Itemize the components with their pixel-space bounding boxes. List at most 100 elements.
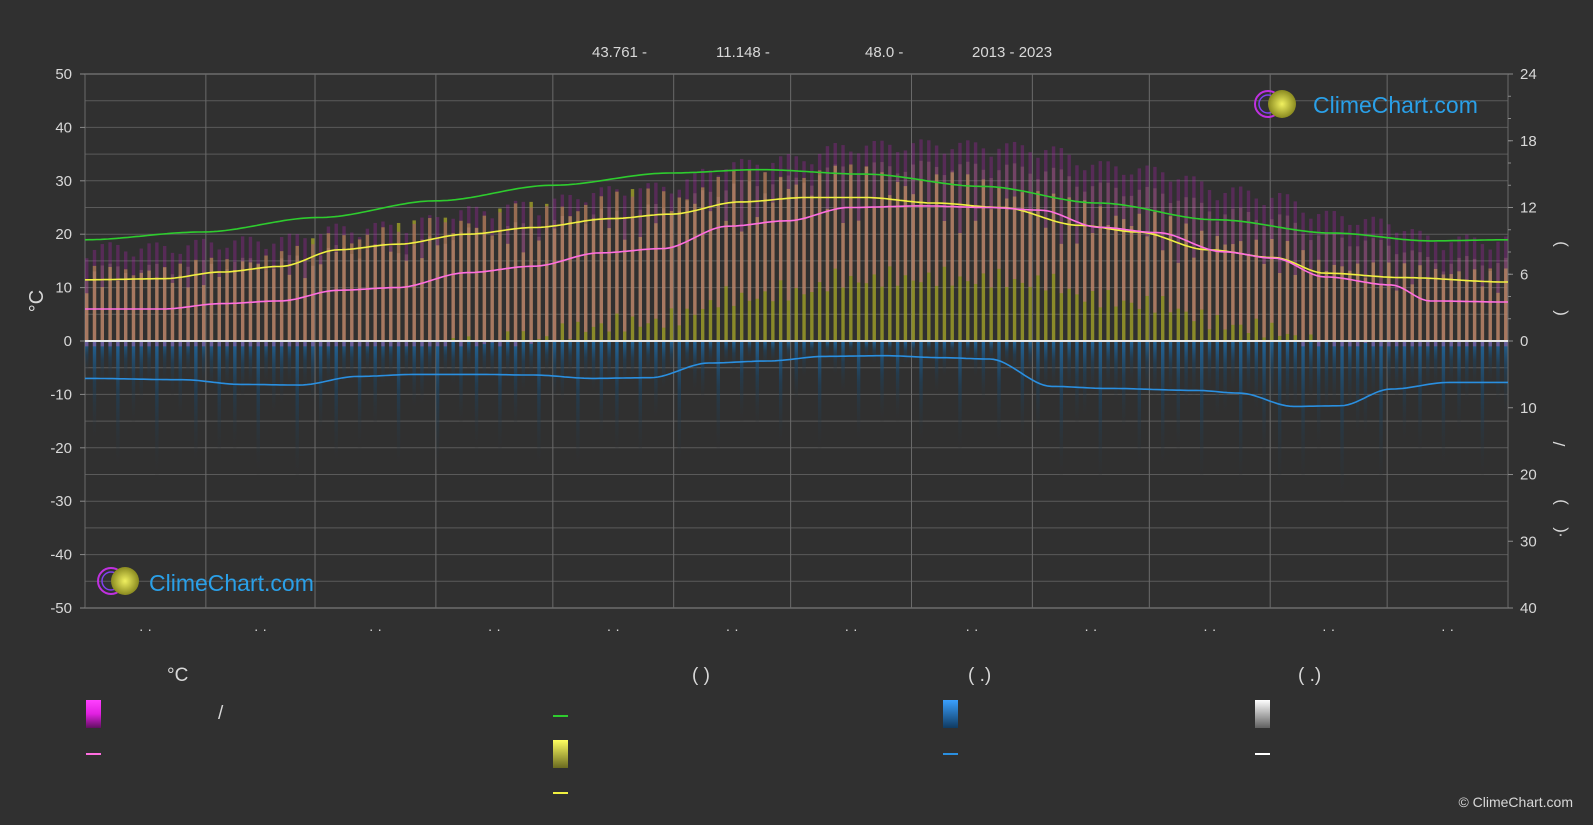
temp-max-bar bbox=[1200, 181, 1204, 203]
temp-max-bar bbox=[724, 169, 728, 191]
temp-max-bar bbox=[1176, 179, 1181, 201]
temp-max-bar bbox=[841, 145, 845, 167]
temp-range-bar bbox=[490, 239, 494, 343]
temp-max-bar bbox=[973, 142, 978, 164]
sunshine-bar bbox=[778, 176, 783, 341]
rain-bar bbox=[739, 341, 744, 422]
temp-range-bar bbox=[147, 264, 151, 347]
rain-bar bbox=[513, 341, 518, 431]
temp-max-bar bbox=[1418, 230, 1422, 253]
temp-range-bar bbox=[1067, 176, 1071, 289]
sunshine-bar bbox=[591, 218, 596, 341]
legend-rain-header: ( .) bbox=[968, 665, 992, 686]
sunshine-bar bbox=[85, 293, 89, 341]
temp-range-bar bbox=[513, 222, 518, 347]
sunshine-bar bbox=[443, 217, 448, 341]
rain-bar bbox=[1215, 341, 1220, 419]
temp-max-bar bbox=[318, 234, 323, 256]
sunshine-bar bbox=[194, 259, 198, 341]
rain-bar bbox=[295, 341, 299, 481]
rain-bar bbox=[1355, 341, 1360, 437]
temp-max-bar bbox=[186, 245, 190, 267]
rain-bar bbox=[1137, 341, 1142, 468]
temp-range-bar bbox=[521, 223, 526, 332]
snow-swatch bbox=[1255, 700, 1270, 728]
temp-max-bar bbox=[139, 248, 143, 270]
rain-bar bbox=[108, 341, 112, 383]
sunshine-bar bbox=[1246, 253, 1251, 341]
temp-max-bar bbox=[708, 170, 713, 192]
temp-max-bar bbox=[1184, 175, 1188, 198]
temp-max-bar bbox=[396, 231, 401, 254]
temp-range-bar bbox=[724, 190, 728, 287]
left-tick-label: 10 bbox=[55, 280, 72, 297]
sunshine-bar bbox=[1207, 251, 1212, 341]
sunshine-bar bbox=[1059, 243, 1064, 341]
rain-bar bbox=[607, 341, 611, 384]
temp-max-bar bbox=[1098, 161, 1103, 183]
temp-range-bar bbox=[903, 171, 908, 276]
temp-range-swatch bbox=[86, 700, 101, 728]
sunshine-bar bbox=[802, 177, 806, 341]
sunshine-bar bbox=[747, 170, 752, 341]
temp-range-bar bbox=[1394, 254, 1399, 347]
temp-range-bar bbox=[1402, 252, 1407, 347]
temp-range-bar bbox=[1161, 193, 1165, 297]
rain-bar bbox=[872, 341, 876, 364]
temp-range-bar bbox=[1168, 202, 1173, 313]
temp-max-bar bbox=[950, 149, 954, 171]
rain-bar bbox=[381, 341, 385, 386]
rain-bar bbox=[1153, 341, 1157, 398]
temp-range-bar bbox=[1379, 239, 1383, 347]
sunshine-bar bbox=[334, 252, 338, 341]
right-axis-label-glyph: ) bbox=[1550, 499, 1569, 505]
sunshine-bar bbox=[498, 208, 502, 341]
rain-bar bbox=[950, 341, 954, 358]
temp-range-bar bbox=[1090, 186, 1095, 292]
sunshine-bar bbox=[895, 181, 900, 341]
rain-bar bbox=[318, 341, 323, 436]
rain-bar bbox=[552, 341, 557, 401]
temp-range-bar bbox=[272, 265, 276, 347]
temp-max-bar bbox=[108, 242, 112, 264]
rain-bar bbox=[888, 341, 892, 358]
sunshine-swatch bbox=[553, 740, 568, 768]
temp-range-bar bbox=[888, 166, 892, 267]
sunshine-bar bbox=[732, 170, 736, 341]
sunshine-bar bbox=[1394, 290, 1399, 341]
years-label: 2013 - 2023 bbox=[972, 44, 1053, 61]
sunshine-bar bbox=[1012, 196, 1017, 341]
left-tick-label: 20 bbox=[55, 226, 72, 243]
sunshine-bar bbox=[1122, 219, 1126, 341]
sunshine-bar bbox=[521, 252, 526, 341]
sunshine-bar bbox=[123, 269, 128, 341]
rain-bar bbox=[895, 341, 900, 422]
rain-bar bbox=[256, 341, 260, 475]
temp-max-bar bbox=[467, 206, 471, 228]
sunshine-bar bbox=[888, 195, 892, 341]
temp-max-bar bbox=[435, 217, 440, 239]
temp-range-bar bbox=[264, 270, 268, 347]
temp-range-bar bbox=[880, 162, 884, 287]
sunshine-bar bbox=[217, 276, 221, 341]
rain-bar bbox=[630, 341, 635, 384]
temp-max-bar bbox=[771, 162, 775, 185]
sunshine-bar bbox=[1433, 268, 1438, 341]
sunshine-bar bbox=[100, 287, 104, 341]
rain-bar bbox=[825, 341, 830, 358]
sunshine-bar bbox=[1106, 225, 1110, 341]
temp-range-bar bbox=[256, 262, 260, 347]
temp-max-bar bbox=[1036, 157, 1040, 180]
temp-max-bar bbox=[1309, 218, 1313, 241]
temp-range-bar bbox=[669, 214, 674, 309]
temp-range-bar bbox=[654, 203, 658, 319]
rain-bar bbox=[467, 341, 471, 372]
rain-bar bbox=[700, 341, 705, 402]
temp-max-bar bbox=[1122, 174, 1126, 197]
temp-range-bar bbox=[1270, 219, 1274, 323]
sunshine-bar bbox=[482, 215, 487, 341]
temp-max-bar bbox=[451, 218, 455, 241]
sunshine-bar bbox=[1449, 274, 1453, 341]
rain-bar bbox=[1371, 341, 1375, 403]
sunshine-bar bbox=[272, 268, 276, 341]
